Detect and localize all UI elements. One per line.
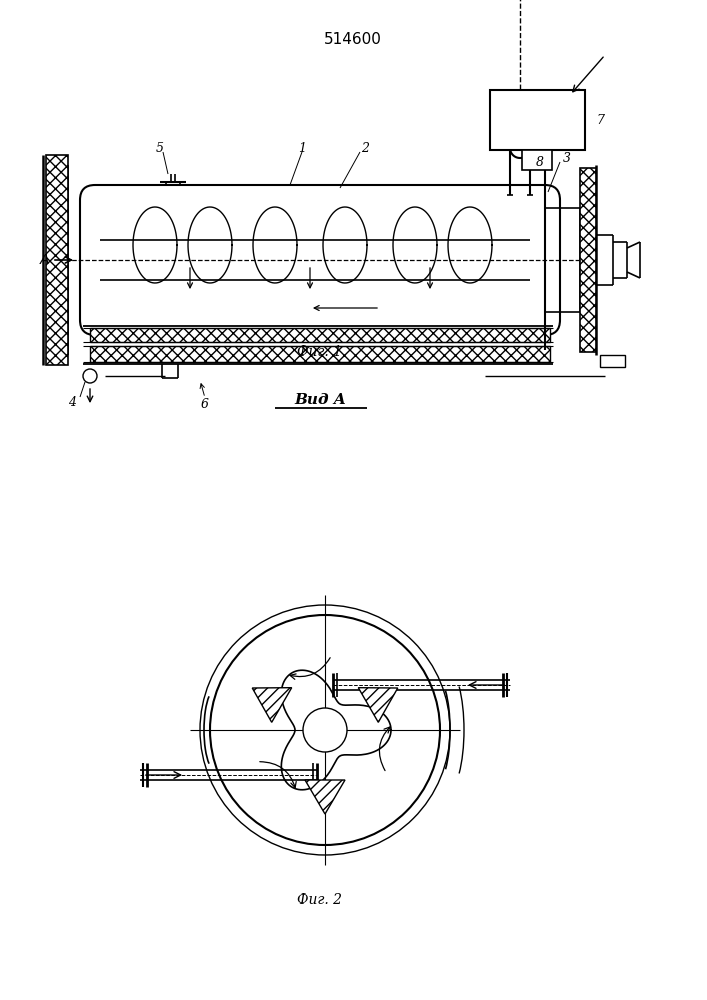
Polygon shape: [358, 688, 398, 722]
Text: 514600: 514600: [324, 32, 382, 47]
Text: 5: 5: [156, 141, 164, 154]
Text: Фиг. 1: Фиг. 1: [298, 345, 342, 359]
Bar: [580, 168, 596, 352]
Text: 3: 3: [563, 151, 571, 164]
Text: 1: 1: [298, 141, 306, 154]
Bar: [166, 182, 180, 200]
FancyBboxPatch shape: [80, 185, 560, 335]
Bar: [522, 150, 552, 170]
Bar: [90, 328, 550, 342]
Text: A: A: [40, 253, 49, 267]
Circle shape: [303, 708, 347, 752]
Circle shape: [210, 615, 440, 845]
FancyArrowPatch shape: [380, 727, 390, 771]
Text: 4: 4: [68, 395, 76, 408]
Circle shape: [83, 369, 97, 383]
Bar: [46, 155, 68, 365]
Text: Вид A: Вид A: [294, 393, 346, 407]
Text: 7: 7: [596, 113, 604, 126]
Bar: [600, 355, 625, 367]
Text: 2: 2: [361, 141, 369, 154]
Polygon shape: [305, 780, 345, 814]
FancyArrowPatch shape: [290, 658, 330, 679]
Bar: [490, 90, 585, 150]
Bar: [90, 346, 550, 362]
Text: 8: 8: [536, 155, 544, 168]
Text: 6: 6: [201, 397, 209, 410]
Polygon shape: [252, 688, 292, 722]
Text: Фиг. 2: Фиг. 2: [298, 893, 342, 907]
FancyArrowPatch shape: [259, 762, 296, 788]
